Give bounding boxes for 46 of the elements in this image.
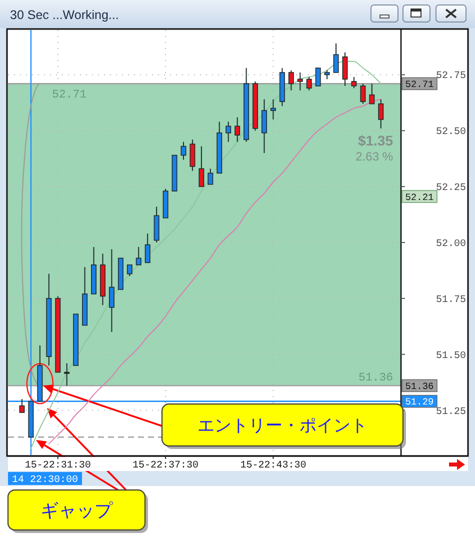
text: ギャップ xyxy=(40,500,114,520)
candlestick xyxy=(226,121,232,142)
y-tick-label: 51.75 xyxy=(436,294,466,306)
y-tick-label: 51.25 xyxy=(436,406,466,418)
ref-line-label: 52.71 xyxy=(405,79,434,90)
y-tick-label: 52.50 xyxy=(436,127,466,138)
candlestick xyxy=(378,98,384,129)
candlestick xyxy=(297,72,303,91)
y-tick-label: 52.00 xyxy=(436,239,466,250)
text: 14 22:30:00 xyxy=(12,475,78,486)
ref-line-label: 51.29 xyxy=(405,396,434,408)
text: 52.71 xyxy=(52,88,87,102)
candlestick xyxy=(108,248,114,332)
candlestick xyxy=(19,398,25,413)
y-tick-label: 51.50 xyxy=(436,350,466,362)
candlestick xyxy=(306,76,312,91)
text: 52.21 xyxy=(405,192,434,203)
candlestick xyxy=(333,42,339,73)
candlestick xyxy=(288,70,294,91)
chart-title: 30 Sec ...Working... xyxy=(10,8,119,22)
annotation: エントリー・ポイント xyxy=(198,416,368,436)
candlestick xyxy=(369,83,375,104)
candlestick xyxy=(180,141,186,160)
candlestick xyxy=(198,146,204,188)
x-tick-label: 15-22:37:30 xyxy=(132,460,199,472)
candlestick xyxy=(262,98,267,154)
x-tick-label: 15-22:43:30 xyxy=(240,460,306,472)
band-label: $1.35 xyxy=(358,132,394,149)
ref-line-label: 51.36 xyxy=(358,372,394,385)
candlestick xyxy=(342,52,348,86)
candlestick xyxy=(190,139,196,172)
candlestick xyxy=(64,362,70,386)
candlestick xyxy=(315,68,321,86)
y-tick-label: 52.25 xyxy=(436,183,466,194)
candlestick xyxy=(136,246,142,266)
candlestick xyxy=(126,264,132,277)
annotation: 2.63 % xyxy=(356,150,394,164)
candlestick xyxy=(144,233,150,264)
candlestick xyxy=(351,76,357,89)
candlestick xyxy=(360,83,366,104)
y-tick-label: 52.75 xyxy=(436,71,466,82)
candlestick xyxy=(270,98,276,120)
text: 51.36 xyxy=(405,380,434,392)
candlestick xyxy=(208,168,214,185)
candlestick xyxy=(234,116,240,142)
x-tick-label: 15-22:31:30 xyxy=(24,460,91,472)
